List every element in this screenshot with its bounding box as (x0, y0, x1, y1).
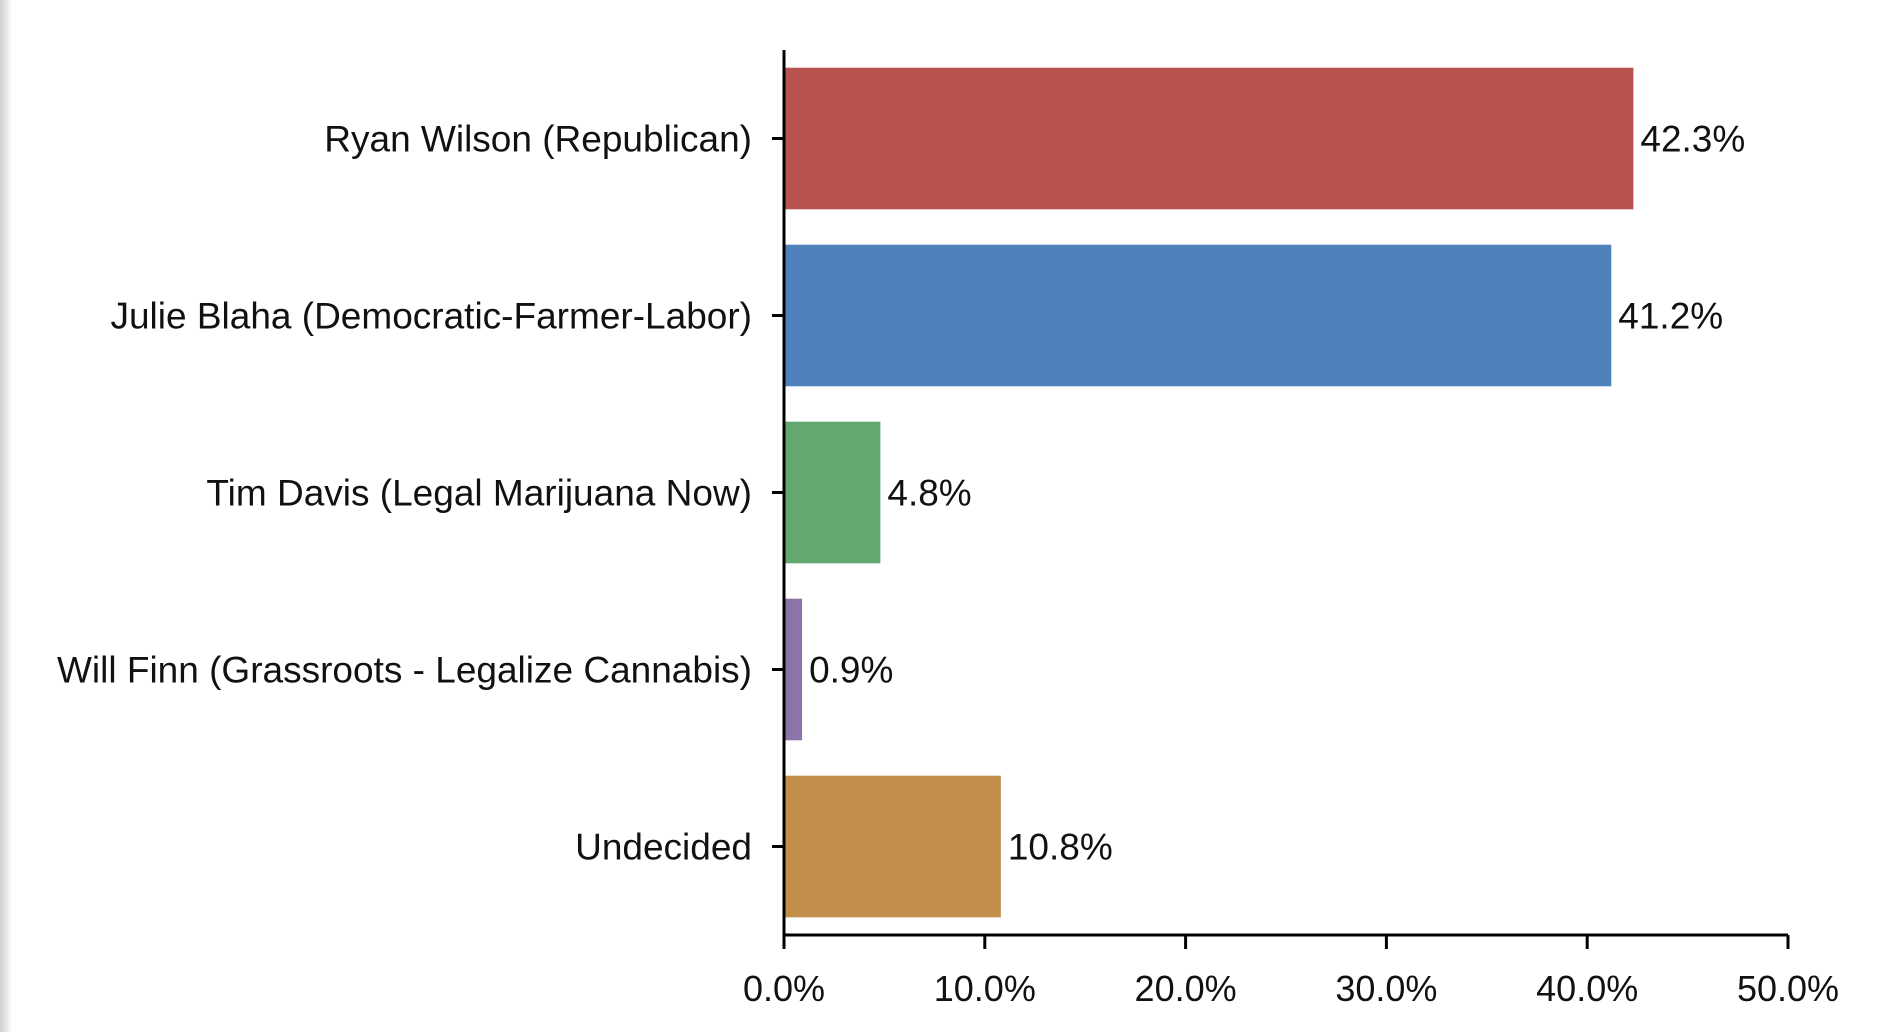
data-label-4: 10.8% (1008, 827, 1113, 868)
category-label-4: Undecided (575, 827, 752, 868)
bar-0 (784, 67, 1634, 210)
data-label-3: 0.9% (809, 650, 893, 691)
bar-1 (784, 244, 1612, 387)
data-label-1: 41.2% (1618, 296, 1723, 337)
category-label-0: Ryan Wilson (Republican) (324, 119, 752, 160)
x-tick-label-0: 0.0% (743, 968, 825, 1009)
data-label-0: 42.3% (1640, 119, 1745, 160)
category-label-1: Julie Blaha (Democratic-Farmer-Labor) (110, 296, 752, 337)
y-axis: Ryan Wilson (Republican) Julie Blaha (Dem… (57, 50, 786, 935)
bar-3 (784, 598, 803, 741)
category-label-2: Tim Davis (Legal Marijuana Now) (206, 473, 752, 514)
category-label-3: Will Finn (Grassroots - Legalize Cannabi… (57, 650, 752, 691)
x-tick-label-2: 20.0% (1135, 968, 1237, 1009)
x-tick-label-4: 40.0% (1536, 968, 1638, 1009)
bars-group: 42.3% 41.2% 4.8% 0.9% 10.8% (784, 67, 1745, 918)
bar-2 (784, 421, 881, 564)
data-label-2: 4.8% (887, 473, 971, 514)
x-tick-label-1: 10.0% (934, 968, 1036, 1009)
x-tick-label-5: 50.0% (1737, 968, 1839, 1009)
bar-4 (784, 775, 1001, 918)
x-axis: 0.0% 10.0% 20.0% 30.0% 40.0% 50.0% (743, 933, 1839, 1009)
x-tick-label-3: 30.0% (1335, 968, 1437, 1009)
